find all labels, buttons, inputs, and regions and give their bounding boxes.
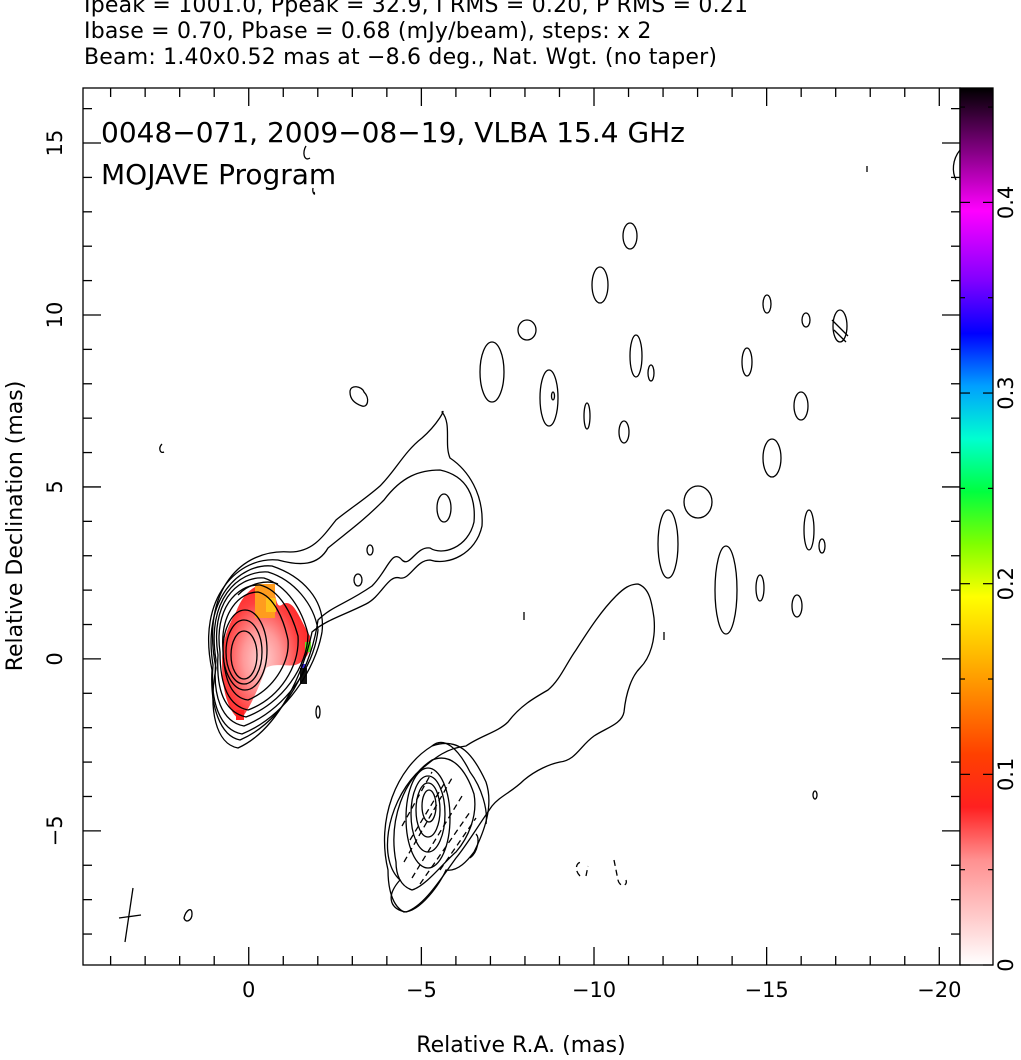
contour-island — [801, 312, 811, 328]
core-contour — [210, 565, 324, 735]
x-tick-label: −20 — [917, 978, 961, 1002]
secondary-contour — [415, 782, 441, 838]
pol-patch-yellow — [266, 598, 276, 612]
contour-island — [714, 545, 738, 635]
jet-contour — [469, 833, 479, 859]
y-tick-label: −5 — [43, 815, 67, 846]
contour-island — [159, 443, 165, 454]
contour-island — [952, 149, 961, 181]
y-tick-label: 0 — [43, 652, 67, 665]
y-axis: −5 0 5 10 15 — [43, 107, 960, 935]
core-contour — [215, 577, 309, 718]
contour-lines — [159, 145, 961, 922]
contour-island — [793, 391, 809, 421]
pol-patch-blue — [301, 664, 306, 670]
colorbar-tick-label: 0 — [994, 958, 1018, 971]
negative-contour-hatching — [401, 771, 627, 886]
core-contour — [225, 619, 263, 685]
core-contour — [213, 571, 319, 727]
contour-island — [803, 509, 815, 551]
chart-subtitle: MOJAVE Program — [101, 158, 336, 191]
y-tick-label: 15 — [43, 130, 67, 157]
x-tick-label: 0 — [242, 978, 255, 1002]
contour-island — [550, 391, 556, 401]
x-tick-label: −5 — [406, 978, 437, 1002]
core-contour — [222, 591, 289, 701]
colorbar-axis: 0 0.1 0.2 0.3 0.4 — [960, 106, 1018, 972]
contour-island — [618, 420, 630, 444]
header-stats-line: Ipeak = 1001.0, Ppeak = 32.9, I RMS = 0.… — [84, 0, 749, 18]
x-axis-label: Relative R.A. (mas) — [416, 1033, 625, 1058]
y-tick-label: 10 — [43, 302, 67, 329]
pol-patch-black — [300, 668, 307, 684]
contour-island — [832, 309, 848, 343]
core-contour — [218, 584, 299, 711]
contour-island — [622, 222, 638, 250]
contour-island — [591, 266, 609, 304]
colorbar-tick-label: 0.1 — [994, 758, 1018, 791]
contour-island — [791, 594, 803, 618]
jet-contour — [366, 544, 374, 556]
contour-island — [741, 347, 753, 377]
contour-island — [647, 364, 655, 382]
contour-island — [539, 369, 559, 427]
colorbar — [959, 87, 994, 966]
header-beam-line: Beam: 1.40x0.52 mas at −8.6 deg., Nat. W… — [84, 45, 718, 70]
contour-island — [183, 908, 193, 922]
jet-contour — [353, 573, 363, 587]
contour-island — [583, 402, 591, 430]
contour-island — [479, 341, 505, 403]
colorbar-tick-label: 0.3 — [994, 376, 1018, 409]
jet-contour — [315, 705, 321, 719]
header-base-line: Ibase = 0.70, Pbase = 0.68 (mJy/beam), s… — [84, 19, 652, 44]
contour-island — [312, 187, 316, 195]
secondary-contour — [405, 767, 451, 869]
contour-island — [303, 145, 311, 160]
colorbar-tick-label: 0.4 — [994, 186, 1018, 219]
contour-island — [683, 485, 713, 519]
contour-island — [762, 294, 772, 314]
y-tick-label: 5 — [43, 480, 67, 493]
core-contour — [230, 630, 258, 680]
jet-contour — [207, 469, 475, 741]
contour-island — [755, 574, 765, 602]
x-tick-label: −10 — [572, 978, 616, 1002]
secondary-contour — [431, 741, 488, 825]
beam-indicator — [118, 887, 142, 943]
jet-contour — [211, 410, 483, 749]
plot-frame — [82, 87, 961, 966]
x-tick-label: −15 — [744, 978, 788, 1002]
contour-island — [517, 319, 537, 341]
contour-island — [831, 319, 849, 343]
contour-island — [657, 509, 679, 579]
colorbar-tick-label: 0.2 — [994, 567, 1018, 600]
chart-title: 0048−071, 2009−08−19, VLBA 15.4 GHz — [101, 116, 685, 149]
y-axis-label: Relative Declination (mas) — [3, 381, 28, 672]
contour-island — [818, 538, 826, 554]
jet-contour — [237, 581, 279, 596]
jet-contour — [436, 493, 452, 523]
extended-jet-contour — [386, 583, 656, 913]
contour-island — [349, 386, 369, 407]
contour-island — [812, 790, 818, 800]
x-axis: 0 −5 −10 −15 −20 — [109, 88, 961, 1002]
contour-island — [762, 438, 782, 478]
contour-island — [629, 334, 643, 378]
